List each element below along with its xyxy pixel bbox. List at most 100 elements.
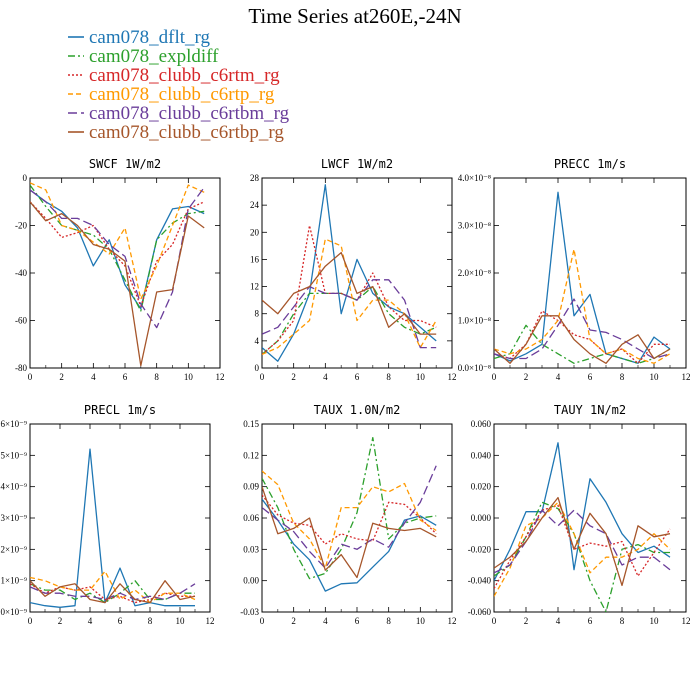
x-tick-label: 10 (176, 616, 186, 626)
x-tick-label: 8 (154, 372, 159, 382)
y-tick-label: 4 (255, 336, 260, 346)
y-tick-label: 0 (255, 363, 260, 373)
series-line-4 (494, 248, 671, 364)
series-line-4 (30, 570, 196, 604)
series-line-5 (494, 509, 671, 574)
legend-item: cam078_clubb_c6rtm_rg (68, 65, 280, 86)
legend-item: cam078_clubb_c6rtbm_rg (68, 103, 290, 124)
y-tick-label: 0.0×10⁻⁸ (458, 363, 491, 373)
x-tick-label: 2 (58, 616, 63, 626)
series-line-4 (262, 470, 437, 569)
series-line-3 (30, 583, 195, 604)
x-tick-label: 8 (620, 372, 625, 382)
x-tick-label: 8 (386, 372, 391, 382)
panel-6: TAUY 1N/m2 0 2 4 6 8 10 12 -0.060 -0.040 -0.020 0.0… (468, 403, 691, 626)
series-line-1 (494, 442, 671, 581)
x-tick-label: 4 (556, 372, 561, 382)
legend-label: cam078_clubb_c6rtbp_rg (89, 122, 284, 143)
x-tick-label: 4 (556, 616, 561, 626)
legend-item: cam078_clubb_c6rtp_rg (68, 84, 275, 105)
series-line-2 (30, 580, 195, 604)
x-tick-label: 0 (260, 372, 265, 382)
series-line-4 (30, 182, 205, 300)
series-line-2 (30, 184, 205, 312)
series-line-3 (262, 494, 437, 545)
legend-item: cam078_dflt_rg (68, 27, 211, 48)
y-tick-label: 16 (250, 254, 260, 264)
series-line-5 (494, 298, 671, 360)
series-line-5 (262, 279, 437, 349)
y-tick-label: -60 (15, 316, 27, 326)
panel-1: SWCF 1W/m2 0 2 4 6 8 10 12 -80 -60 -40 -20 0 (15, 157, 225, 382)
y-tick-label: 0.00 (243, 576, 259, 586)
legend-label: cam078_expldiff (89, 46, 219, 67)
series-group (494, 191, 671, 364)
y-tick-label: 20 (250, 227, 260, 237)
y-tick-label: 1.0×10⁻⁸ (458, 316, 491, 326)
y-tick-label: 3×10⁻⁹ (1, 513, 27, 523)
y-tick-label: 3.0×10⁻⁸ (458, 221, 491, 231)
legend-item: cam078_expldiff (68, 46, 219, 67)
series-line-6 (30, 201, 205, 367)
panel-title: SWCF 1W/m2 (89, 157, 161, 171)
panel-5: TAUX 1.0N/m2 0 2 4 6 8 10 12 -0.03 0.00 0.03 0.06 0.… (240, 403, 456, 626)
legend-label: cam078_clubb_c6rtbm_rg (89, 103, 290, 124)
panel-title: LWCF 1W/m2 (321, 157, 393, 171)
series-line-1 (494, 191, 671, 364)
panel-title: PRECC 1m/s (554, 157, 626, 171)
y-tick-label: 0 (23, 173, 28, 183)
panel-3: PRECC 1m/s 0 2 4 6 8 10 12 0.0×10⁻⁸ 1.0×10⁻⁸ 2.0×1… (458, 157, 691, 382)
series-line-4 (262, 238, 437, 355)
series-line-5 (30, 583, 196, 601)
x-tick-label: 4 (88, 616, 93, 626)
x-tick-label: 6 (355, 616, 360, 626)
x-tick-label: 8 (386, 616, 391, 626)
y-tick-label: 0×10⁻⁹ (1, 607, 27, 617)
y-tick-label: 0.060 (471, 419, 492, 429)
x-tick-label: 0 (260, 616, 265, 626)
series-group (30, 182, 205, 367)
legend-item: cam078_clubb_c6rtbp_rg (68, 122, 284, 143)
x-tick-label: 8 (620, 616, 625, 626)
y-tick-label: 12 (250, 282, 259, 292)
x-tick-label: 8 (148, 616, 153, 626)
x-tick-label: 6 (588, 372, 593, 382)
y-tick-label: 28 (250, 173, 260, 183)
y-tick-label: 2×10⁻⁹ (1, 544, 27, 554)
series-line-1 (30, 189, 205, 310)
legend-label: cam078_clubb_c6rtm_rg (89, 65, 280, 86)
x-tick-label: 10 (650, 372, 660, 382)
y-tick-label: 8 (255, 309, 260, 319)
series-line-6 (262, 486, 437, 579)
y-tick-label: 0.12 (243, 450, 259, 460)
legend-label: cam078_clubb_c6rtp_rg (89, 84, 275, 105)
y-tick-label: 2.0×10⁻⁸ (458, 268, 491, 278)
panel-4: PRECL 1m/s 0 2 4 6 8 10 12 0×10⁻⁹ 1×10⁻⁹ 2×10⁻⁹ 3×1… (1, 403, 215, 626)
x-tick-label: 6 (355, 372, 360, 382)
y-tick-label: 0.040 (471, 450, 492, 460)
series-group (30, 448, 196, 608)
series-line-1 (262, 498, 437, 592)
y-tick-label: -0.060 (468, 607, 492, 617)
x-tick-label: 10 (416, 372, 426, 382)
x-tick-label: 10 (650, 616, 660, 626)
series-line-3 (30, 201, 205, 307)
y-tick-label: -0.020 (468, 544, 492, 554)
x-tick-label: 4 (91, 372, 96, 382)
series-line-1 (262, 184, 437, 362)
y-tick-label: 0.03 (243, 544, 259, 554)
y-tick-label: 0.06 (243, 513, 259, 523)
x-tick-label: 2 (524, 616, 529, 626)
y-tick-label: 5×10⁻⁹ (1, 450, 27, 460)
series-line-6 (494, 315, 671, 364)
x-tick-label: 6 (118, 616, 123, 626)
x-tick-label: 12 (448, 616, 457, 626)
x-tick-label: 6 (588, 616, 593, 626)
series-group (494, 442, 671, 612)
x-tick-label: 0 (28, 616, 33, 626)
x-tick-label: 12 (206, 616, 215, 626)
y-tick-label: 24 (250, 200, 260, 210)
y-tick-label: 6×10⁻⁹ (1, 419, 27, 429)
